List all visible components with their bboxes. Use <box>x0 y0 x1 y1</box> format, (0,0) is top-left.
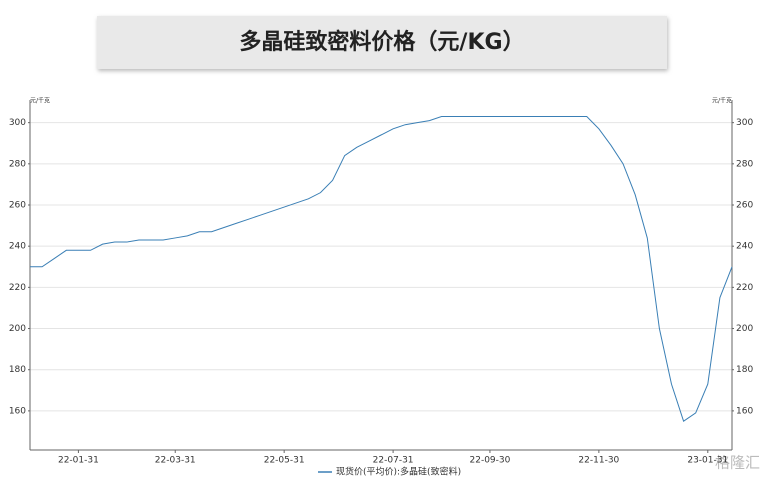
y-tick-label: 300 <box>9 118 26 128</box>
y-tick-label: 200 <box>9 324 26 334</box>
x-tick-label: 23-01-31 <box>687 456 728 466</box>
chart-title: 多晶硅致密料价格（元/KG） <box>239 29 524 55</box>
y2-tick-label: 280 <box>736 159 753 169</box>
x-tick-label: 22-05-31 <box>264 456 305 466</box>
y2-tick-label: 200 <box>736 324 753 334</box>
x-tick-label: 22-01-31 <box>58 456 99 466</box>
y-tick-label: 260 <box>9 201 26 211</box>
x-tick-label: 22-11-30 <box>578 456 619 466</box>
title-box <box>97 16 667 69</box>
y2-tick-label: 180 <box>736 365 753 375</box>
y-unit: 元/千克 <box>30 97 50 105</box>
y-tick-label: 240 <box>9 242 26 252</box>
x-tick-label: 22-09-30 <box>470 456 511 466</box>
watermark: 格隆汇 <box>715 454 760 472</box>
y-tick-label: 220 <box>9 283 26 293</box>
y2-tick-label: 260 <box>736 201 753 211</box>
y2-tick-label: 160 <box>736 406 753 416</box>
y2-unit: 元/千克 <box>712 97 732 105</box>
y2-tick-label: 300 <box>736 118 753 128</box>
y-tick-label: 160 <box>9 406 26 416</box>
legend-label: 现货价(平均价):多晶硅(致密料) <box>336 466 461 478</box>
y2-tick-label: 220 <box>736 283 753 293</box>
x-tick-label: 22-07-31 <box>373 456 414 466</box>
line-series <box>30 115 733 422</box>
x-tick-label: 22-03-31 <box>155 456 196 466</box>
y-tick-label: 280 <box>9 159 26 169</box>
y-tick-label: 180 <box>9 365 26 375</box>
y2-tick-label: 240 <box>736 242 753 252</box>
